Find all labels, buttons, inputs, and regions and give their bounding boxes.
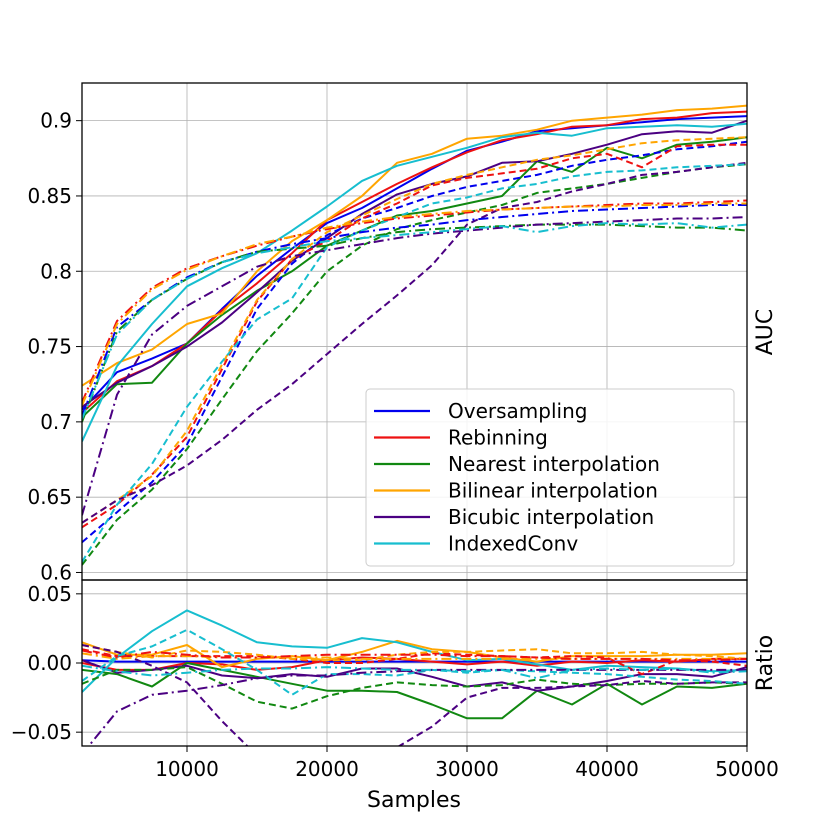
series-line-nearest-interpolation-dash-dot — [82, 223, 747, 423]
ratio-y-tick-label: 0.00 — [27, 651, 72, 675]
main-y-ticks: 0.6 0.65 0.7 0.75 0.8 0.85 0.9 — [27, 109, 82, 584]
ratio-lines — [82, 609, 747, 746]
ratio-plot-frame — [81, 579, 748, 747]
series-line-rebinning-dashed — [82, 143, 747, 529]
main-y-tick-label: 0.75 — [27, 335, 72, 359]
main-y-axis-label: AUC — [753, 309, 778, 356]
series-line-bicubic-interpolation-dash-dot — [87, 668, 747, 746]
series-line-bicubic-interpolation-dash-dot — [82, 216, 747, 516]
x-tick-label: 50000 — [715, 757, 779, 781]
series-line-nearest-interpolation-dashed — [82, 666, 747, 710]
main-y-tick-label: 0.9 — [40, 109, 72, 133]
series-line-indexedconv-dash-dot — [82, 222, 747, 420]
series-line-bicubic-interpolation-dashed — [82, 161, 747, 524]
series-line-indexedconv-dashed — [82, 628, 747, 696]
legend-frame — [365, 388, 735, 567]
ratio-y-tick-label: 0.05 — [27, 582, 72, 606]
series-line-bicubic-interpolation — [82, 659, 747, 692]
series-line-bicubic-interpolation — [82, 119, 747, 408]
legend-label: IndexedConv — [448, 532, 578, 556]
x-tick-label: 20000 — [295, 757, 359, 781]
legend-label: Rebinning — [448, 426, 548, 450]
series-line-bilinear-interpolation — [82, 639, 747, 669]
main-y-tick-label: 0.65 — [27, 485, 72, 509]
x-tick-label: 40000 — [575, 757, 639, 781]
series-line-bilinear-interpolation-dash-dot — [82, 202, 747, 406]
series-line-indexedconv — [82, 122, 747, 442]
x-axis-label: Samples — [367, 788, 461, 813]
series-line-nearest-interpolation-dashed — [82, 163, 747, 566]
main-y-tick-label: 0.7 — [40, 410, 72, 434]
main-y-tick-label: 0.8 — [40, 259, 72, 283]
legend-label: Bilinear interpolation — [448, 479, 658, 503]
ratio-y-axis-label: Ratio — [753, 635, 778, 691]
series-line-bilinear-interpolation-dashed — [82, 644, 747, 662]
series-line-rebinning-dash-dot — [82, 649, 747, 662]
x-tick-label: 30000 — [435, 757, 499, 781]
series-line-rebinning-dash-dot — [82, 199, 747, 403]
legend-label: Bicubic interpolation — [448, 505, 654, 529]
legend-label: Oversampling — [448, 399, 587, 423]
ratio-x-ticks: 10000 20000 30000 40000 50000 — [155, 746, 779, 781]
x-tick-label: 10000 — [155, 757, 219, 781]
main-y-tick-label: 0.6 — [40, 560, 72, 584]
series-line-indexedconv — [82, 609, 747, 693]
series-line-oversampling-dashed — [82, 140, 747, 544]
main-grid — [82, 83, 748, 580]
ratio-y-tick-label: −0.05 — [11, 720, 72, 744]
series-line-bilinear-interpolation — [82, 104, 747, 387]
legend-label: Nearest interpolation — [448, 452, 660, 476]
series-line-rebinning-dashed — [82, 648, 747, 676]
main-y-tick-label: 0.85 — [27, 184, 72, 208]
ratio-y-ticks: 0.05 0.00 −0.05 — [11, 582, 82, 744]
series-line-indexedconv-dashed — [82, 163, 747, 563]
series-line-bilinear-interpolation-dashed — [82, 136, 747, 524]
series-line-bicubic-interpolation-dashed — [82, 644, 747, 746]
main-lines — [82, 104, 747, 566]
series-line-nearest-interpolation — [82, 662, 747, 720]
series-line-oversampling-dash-dot — [82, 204, 747, 417]
